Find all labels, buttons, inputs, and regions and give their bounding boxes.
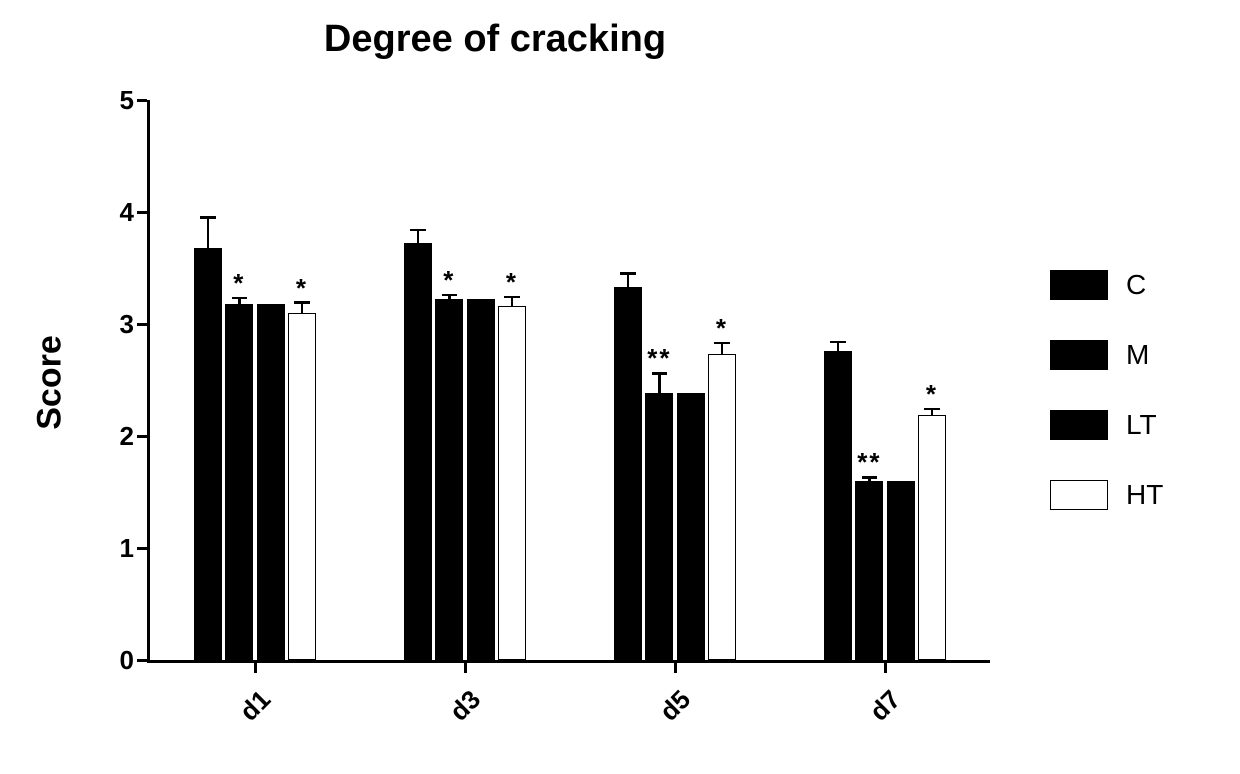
bar-d5-HT (708, 354, 736, 660)
legend-swatch-C (1050, 270, 1108, 300)
errorbar-cap (200, 216, 215, 219)
annotation-d7-M: ** (839, 447, 899, 478)
y-tick-mark (137, 659, 147, 662)
errorbar-line (511, 297, 514, 306)
errorbar-line (658, 373, 661, 393)
plot-area: 012345d1d3d5d7********** (150, 100, 990, 660)
bar-d7-M (855, 481, 883, 660)
x-tick-mark (884, 663, 887, 673)
y-axis-line (147, 100, 150, 663)
y-tick-mark (137, 547, 147, 550)
x-tick-mark (254, 663, 257, 673)
y-tick-mark (137, 323, 147, 326)
legend-item-HT: HT (1050, 480, 1163, 510)
y-tick-label: 4 (84, 197, 134, 228)
errorbar-cap (620, 272, 635, 275)
errorbar-line (207, 218, 210, 248)
errorbar-cap (410, 229, 425, 232)
bar-d3-M (435, 299, 463, 660)
annotation-d7-HT: * (902, 379, 962, 410)
x-tick-label: d3 (408, 684, 486, 762)
bar-d1-M (225, 304, 253, 660)
errorbar-line (627, 274, 630, 287)
legend-label-LT: LT (1126, 409, 1157, 441)
bar-d3-LT (467, 299, 495, 660)
legend-label-HT: HT (1126, 479, 1163, 511)
y-tick-label: 0 (84, 645, 134, 676)
bar-d3-HT (498, 306, 526, 660)
annotation-d5-HT: * (692, 313, 752, 344)
y-tick-label: 1 (84, 533, 134, 564)
errorbar-line (417, 230, 420, 243)
x-tick-label: d1 (198, 684, 276, 762)
x-axis-line (147, 660, 990, 663)
bar-d1-LT (257, 304, 285, 660)
legend-item-C: C (1050, 270, 1163, 300)
legend-swatch-HT (1050, 480, 1108, 510)
x-tick-mark (674, 663, 677, 673)
y-tick-mark (137, 211, 147, 214)
annotation-d1-M: * (209, 268, 269, 299)
chart-title: Degree of cracking (0, 18, 990, 61)
bar-d5-M (645, 393, 673, 660)
bar-d7-C (824, 351, 852, 660)
errorbar-line (301, 303, 304, 313)
bar-d1-C (194, 248, 222, 660)
legend-swatch-LT (1050, 410, 1108, 440)
bar-d7-HT (918, 415, 946, 660)
y-tick-mark (137, 435, 147, 438)
annotation-d5-M: ** (629, 343, 689, 374)
y-tick-label: 3 (84, 309, 134, 340)
y-tick-label: 2 (84, 421, 134, 452)
annotation-d3-M: * (419, 265, 479, 296)
x-tick-mark (464, 663, 467, 673)
legend-swatch-M (1050, 340, 1108, 370)
legend-label-M: M (1126, 339, 1149, 371)
errorbar-line (721, 343, 724, 354)
legend-label-C: C (1126, 269, 1146, 301)
y-axis-label: Score (31, 283, 70, 483)
bar-d7-LT (887, 481, 915, 660)
bar-d5-LT (677, 393, 705, 660)
x-tick-label: d5 (618, 684, 696, 762)
legend-item-M: M (1050, 340, 1163, 370)
chart-root: Degree of cracking 012345d1d3d5d7*******… (0, 0, 1240, 774)
x-tick-label: d7 (828, 684, 906, 762)
errorbar-cap (830, 341, 845, 344)
bar-d1-HT (288, 313, 316, 660)
bar-d3-C (404, 243, 432, 660)
annotation-d3-HT: * (482, 267, 542, 298)
y-tick-label: 5 (84, 85, 134, 116)
y-tick-mark (137, 99, 147, 102)
legend: C M LT HT (1050, 270, 1163, 510)
errorbar-line (837, 342, 840, 351)
legend-item-LT: LT (1050, 410, 1163, 440)
annotation-d1-HT: * (272, 273, 332, 304)
